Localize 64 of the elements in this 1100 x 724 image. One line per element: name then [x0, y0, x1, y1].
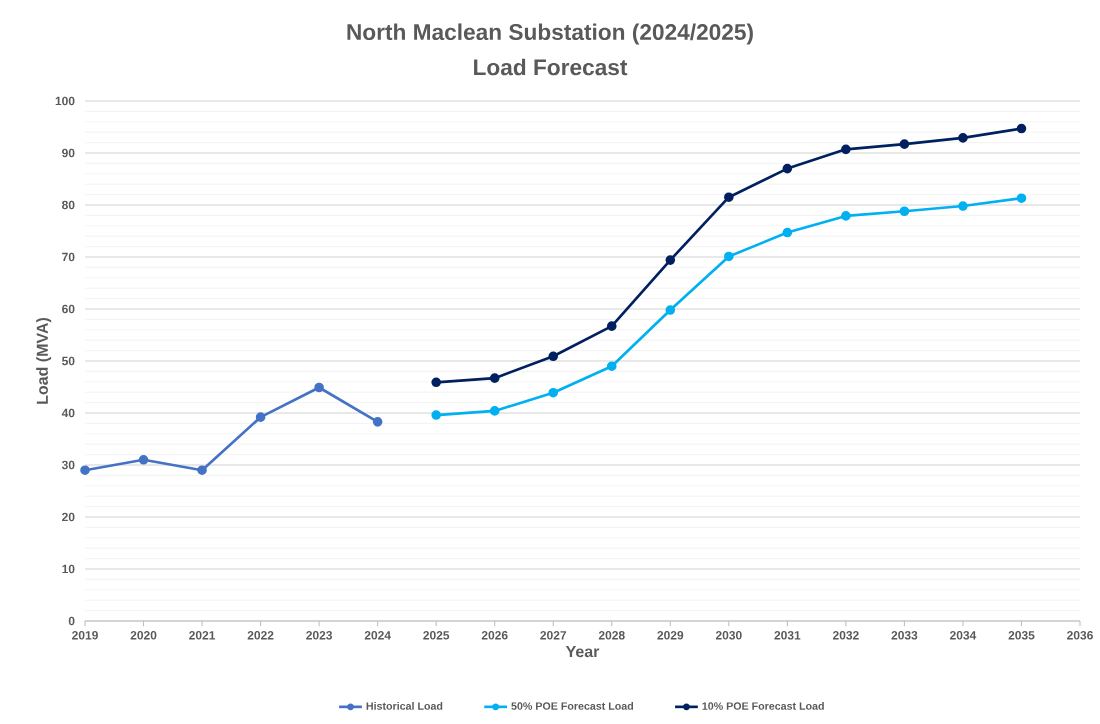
y-axis-title: Load (MVA) — [36, 317, 52, 404]
x-tick-label: 2031 — [774, 631, 801, 640]
x-tick-label: 2026 — [481, 631, 508, 640]
point — [724, 251, 734, 262]
point — [548, 351, 559, 362]
point — [80, 465, 90, 475]
x-tick-label: 2029 — [657, 631, 684, 640]
x-tick-label: 2024 — [364, 631, 391, 640]
y-tick-label: 100 — [55, 96, 75, 106]
point — [548, 387, 559, 398]
y-tick-label: 50 — [62, 356, 75, 366]
legend-label: 10% POE Forecast Load — [702, 701, 824, 710]
point — [489, 406, 500, 416]
chart-subtitle: Load Forecast — [474, 58, 628, 76]
point — [431, 377, 441, 388]
point — [431, 410, 441, 420]
point — [841, 144, 851, 155]
y-tick-label: 60 — [62, 304, 75, 314]
point — [724, 192, 734, 202]
point — [899, 206, 910, 217]
x-axis-title: Year — [565, 646, 600, 658]
point — [489, 373, 500, 383]
x-tick-label: 2032 — [832, 631, 859, 640]
point — [958, 201, 968, 211]
x-tick-label: 2028 — [598, 631, 625, 640]
point — [606, 361, 617, 371]
point — [841, 211, 851, 221]
point — [197, 465, 207, 475]
y-tick-label: 40 — [61, 408, 75, 418]
point — [1016, 123, 1027, 134]
point — [782, 227, 793, 238]
x-tick-label: 2022 — [247, 631, 274, 640]
y-tick-label: 10 — [62, 564, 75, 574]
legend-label: 50% POE Forecast Load — [511, 701, 634, 710]
x-tick-label: 2034 — [950, 631, 977, 640]
y-tick-label: 70 — [62, 252, 75, 262]
point — [665, 305, 676, 315]
x-tick-label: 2027 — [540, 631, 567, 640]
x-tick-label: 2019 — [72, 631, 98, 640]
chart-title: North Maclean Substation (2024/2025) — [347, 23, 753, 45]
point — [606, 321, 617, 331]
point — [255, 412, 266, 422]
point — [899, 139, 910, 149]
x-tick-label: 2021 — [189, 631, 216, 640]
x-tick-label: 2035 — [1008, 631, 1035, 640]
x-tick-label: 2030 — [715, 631, 742, 640]
x-tick-label: 2036 — [1067, 631, 1093, 640]
point — [782, 163, 793, 174]
y-tick-label: 30 — [61, 460, 75, 470]
y-tick-label: 90 — [62, 148, 75, 158]
point — [665, 255, 676, 265]
y-tick-label: 0 — [68, 616, 75, 626]
point — [138, 454, 149, 465]
point — [314, 382, 324, 393]
y-tick-label: 20 — [62, 512, 75, 522]
point — [1016, 193, 1027, 204]
point — [958, 133, 968, 143]
x-tick-label: 2023 — [306, 631, 333, 640]
legend-label: Historical Load — [366, 701, 443, 710]
point — [372, 417, 383, 427]
x-tick-label: 2033 — [891, 631, 918, 640]
y-tick-label: 80 — [62, 200, 75, 210]
x-tick-label: 2025 — [423, 631, 450, 640]
x-tick-label: 2020 — [130, 631, 157, 640]
